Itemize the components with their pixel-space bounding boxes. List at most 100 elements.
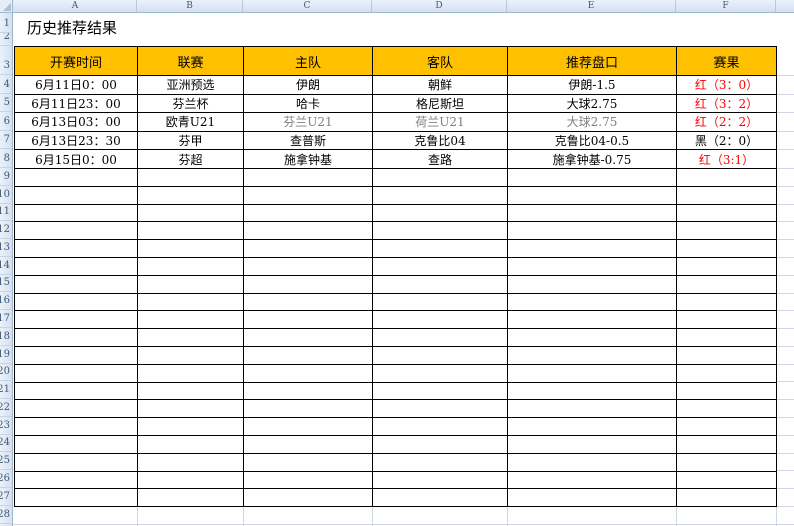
row-number[interactable]: 14 — [0, 257, 12, 275]
cell-handicap[interactable]: 施拿钟基-0.75 — [507, 149, 677, 169]
column-letter[interactable]: B — [137, 0, 243, 12]
header-cell-2[interactable]: 主队 — [243, 46, 373, 76]
empty-cell[interactable] — [676, 399, 777, 419]
empty-cell[interactable] — [676, 274, 777, 294]
empty-cell[interactable] — [507, 363, 677, 383]
row-number[interactable]: 15 — [0, 275, 12, 293]
empty-cell[interactable] — [507, 221, 677, 241]
empty-cell[interactable] — [507, 381, 677, 401]
empty-cell[interactable] — [507, 417, 677, 436]
empty-cell[interactable] — [507, 488, 677, 508]
row-number[interactable]: 3 — [0, 46, 12, 75]
empty-cell[interactable] — [243, 310, 373, 330]
empty-cell[interactable] — [372, 310, 508, 330]
row-number[interactable]: 25 — [0, 452, 12, 471]
column-letter[interactable]: F — [676, 0, 776, 12]
empty-cell[interactable] — [14, 488, 138, 508]
empty-cell[interactable] — [507, 167, 677, 187]
empty-cell[interactable] — [137, 399, 244, 419]
empty-cell[interactable] — [14, 470, 138, 490]
empty-cell[interactable] — [372, 488, 508, 508]
empty-cell[interactable] — [137, 452, 244, 472]
row-number[interactable]: 13 — [0, 239, 12, 257]
empty-cell[interactable] — [137, 434, 244, 454]
empty-cell[interactable] — [137, 488, 244, 508]
cell-result[interactable]: 红（2：2） — [676, 112, 777, 132]
column-letter[interactable]: E — [507, 0, 676, 12]
cell-away[interactable]: 荷兰U21 — [372, 112, 508, 132]
cell-result[interactable]: 红（3：2） — [676, 93, 777, 114]
empty-cell[interactable] — [507, 470, 677, 490]
cell-handicap[interactable]: 伊朗-1.5 — [507, 75, 677, 95]
cell-league[interactable]: 亚洲预选 — [137, 75, 244, 95]
empty-cell[interactable] — [372, 381, 508, 401]
empty-cell[interactable] — [14, 345, 138, 365]
row-number[interactable]: 4 — [0, 75, 12, 94]
empty-cell[interactable] — [243, 363, 373, 383]
row-number[interactable]: 17 — [0, 310, 12, 328]
empty-cell[interactable] — [507, 328, 677, 347]
header-cell-0[interactable]: 开赛时间 — [14, 46, 138, 76]
empty-cell[interactable] — [507, 310, 677, 330]
empty-cell[interactable] — [137, 203, 244, 223]
empty-cell[interactable] — [14, 221, 138, 241]
empty-cell[interactable] — [14, 363, 138, 383]
empty-cell[interactable] — [676, 345, 777, 365]
empty-cell[interactable] — [137, 274, 244, 294]
cell-time[interactable]: 6月11日23：00 — [14, 93, 138, 114]
empty-cell[interactable] — [14, 328, 138, 347]
header-cell-3[interactable]: 客队 — [372, 46, 508, 76]
row-number[interactable]: 18 — [0, 328, 12, 346]
empty-cell[interactable] — [372, 417, 508, 436]
empty-cell[interactable] — [137, 167, 244, 187]
empty-cell[interactable] — [676, 417, 777, 436]
empty-cell[interactable] — [243, 345, 373, 365]
row-number[interactable]: 28 — [0, 506, 12, 524]
header-cell-1[interactable]: 联赛 — [137, 46, 244, 76]
empty-cell[interactable] — [507, 292, 677, 312]
empty-cell[interactable] — [243, 203, 373, 223]
column-letter[interactable]: C — [243, 0, 372, 12]
empty-cell[interactable] — [676, 381, 777, 401]
empty-cell[interactable] — [243, 167, 373, 187]
empty-cell[interactable] — [507, 203, 677, 223]
row-number[interactable]: 8 — [0, 149, 12, 168]
cell-result[interactable]: 红（3:1） — [676, 149, 777, 169]
cell-away[interactable]: 查路 — [372, 149, 508, 169]
empty-cell[interactable] — [14, 381, 138, 401]
empty-cell[interactable] — [14, 292, 138, 312]
column-letter[interactable]: A — [14, 0, 137, 12]
cell-league[interactable]: 芬甲 — [137, 130, 244, 151]
empty-cell[interactable] — [507, 185, 677, 205]
empty-cell[interactable] — [372, 292, 508, 312]
cell-league[interactable]: 芬兰杯 — [137, 93, 244, 114]
empty-cell[interactable] — [14, 417, 138, 436]
row-number[interactable]: 11 — [0, 204, 12, 222]
row-number[interactable]: 1 — [0, 13, 12, 33]
cell-league[interactable]: 欧青U21 — [137, 112, 244, 132]
empty-cell[interactable] — [14, 167, 138, 187]
title-cell[interactable]: 历史推荐结果 — [27, 19, 118, 37]
empty-cell[interactable] — [507, 452, 677, 472]
row-number[interactable]: 12 — [0, 221, 12, 240]
empty-cell[interactable] — [137, 363, 244, 383]
cell-away[interactable]: 格尼斯坦 — [372, 93, 508, 114]
empty-cell[interactable] — [243, 328, 373, 347]
empty-cell[interactable] — [372, 167, 508, 187]
empty-cell[interactable] — [676, 203, 777, 223]
empty-cell[interactable] — [507, 239, 677, 258]
cell-handicap[interactable]: 大球2.75 — [507, 112, 677, 132]
empty-cell[interactable] — [14, 310, 138, 330]
cell-home[interactable]: 伊朗 — [243, 75, 373, 95]
cell-time[interactable]: 6月11日0：00 — [14, 75, 138, 95]
cell-time[interactable]: 6月13日23：30 — [14, 130, 138, 151]
cell-handicap[interactable]: 克鲁比04-0.5 — [507, 130, 677, 151]
row-number[interactable]: 5 — [0, 94, 12, 113]
empty-cell[interactable] — [676, 221, 777, 241]
cell-handicap[interactable]: 大球2.75 — [507, 93, 677, 114]
empty-cell[interactable] — [243, 221, 373, 241]
row-number[interactable]: 23 — [0, 417, 12, 435]
column-letter[interactable]: D — [372, 0, 507, 12]
empty-cell[interactable] — [137, 328, 244, 347]
empty-cell[interactable] — [14, 256, 138, 276]
